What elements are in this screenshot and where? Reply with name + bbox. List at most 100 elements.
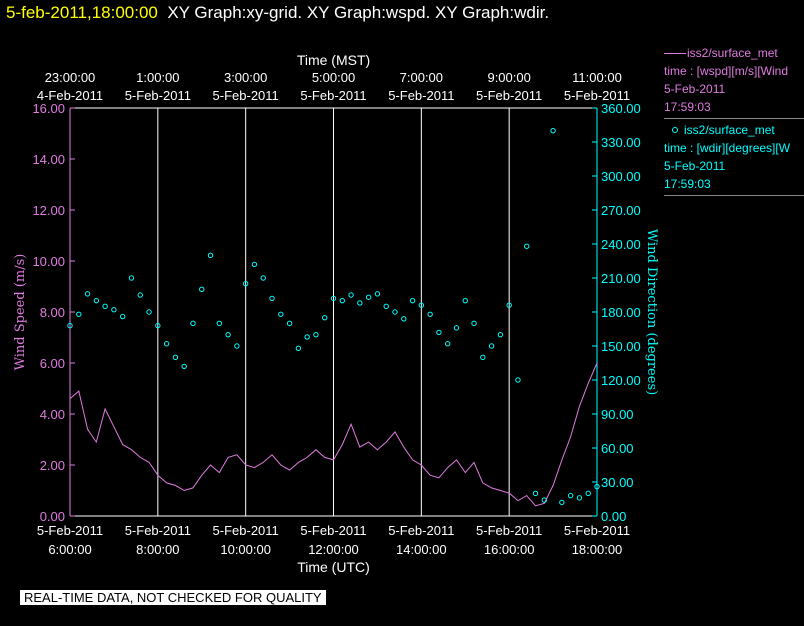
graph-names: XY Graph:xy-grid. XY Graph:wspd. XY Grap… [167,3,550,22]
wdir-point [541,497,547,503]
right-tick-label: 30.00 [601,475,634,490]
timestamp: 5-feb-2011,18:00:00 [6,3,158,22]
wdir-point [462,297,468,304]
line-swatch-icon [664,53,686,55]
wdir-point [427,311,433,317]
legend: iss2/surface_met time : [wspd][m/s][Wind… [664,44,804,198]
right-tick-label: 0.00 [601,509,626,524]
wdir-point [207,252,214,259]
wdir-point [102,303,108,310]
wdir-point [567,492,574,499]
right-tick-label: 330.00 [601,135,641,150]
bottom-tick-time: 14:00:00 [396,542,447,557]
wdir-point [357,300,363,306]
bottom-tick-date: 5-Feb-2011 [125,523,191,538]
wdir-point [322,314,328,321]
bottom-tick-date: 5-Feb-2011 [388,523,454,538]
right-axis-title: Wind Direction (degrees) [644,229,659,395]
bottom-tick-time: 10:00:00 [220,542,271,557]
legend-wdir-var: time : [wdir][degrees][W [664,141,791,155]
legend-wspd[interactable]: iss2/surface_met time : [wspd][m/s][Wind… [664,44,804,116]
bottom-tick-time: 16:00:00 [484,542,535,557]
wdir-point [278,311,284,317]
wdir-point [251,261,258,268]
wdir-point [559,499,565,506]
wdir-point [585,490,591,497]
bottom-tick-time: 12:00:00 [308,542,359,557]
top-tick-date: 5-Feb-2011 [564,88,630,103]
left-tick-label: 14.00 [32,152,65,167]
bottom-tick-date: 5-Feb-2011 [564,523,630,538]
wdir-point [392,309,398,315]
right-tick-label: 60.00 [601,441,634,456]
left-tick-label: 6.00 [40,356,65,371]
bottom-tick-time: 18:00:00 [572,542,623,557]
left-tick-label: 10.00 [32,254,65,269]
wdir-point [348,292,354,298]
left-tick-label: 16.00 [32,101,65,116]
wdir-point [365,294,372,300]
wdir-point [304,334,310,340]
wdir-point [295,345,302,351]
wdir-point [216,320,223,327]
right-tick-label: 210.00 [601,271,641,286]
wdir-point [120,313,126,320]
right-tick-label: 300.00 [601,169,641,184]
top-tick-date: 5-Feb-2011 [300,88,366,103]
wdir-point [269,295,275,302]
wdir-point [532,490,539,497]
left-tick-label: 12.00 [32,203,65,218]
wdir-point [199,286,205,293]
top-tick-time: 3:00:00 [224,70,267,85]
wdir-point [242,280,249,287]
wdir-point [418,302,425,308]
bottom-tick-date: 5-Feb-2011 [37,523,103,538]
wdir-point [480,354,486,361]
left-tick-label: 2.00 [40,458,65,473]
top-tick-time: 11:00:00 [572,70,622,85]
bottom-axis-label: Time (UTC) [297,559,370,575]
legend-wspd-time: 17:59:03 [664,100,711,114]
wdir-point [260,275,266,281]
wdir-point [67,322,73,329]
wdir-point [401,316,407,322]
wdir-point [594,483,600,490]
legend-wdir-title: iss2/surface_met [684,123,775,137]
wdir-point [436,329,442,336]
right-tick-label: 360.00 [601,101,641,116]
wdir-point [234,343,240,349]
bottom-tick-time: 6:00:00 [48,542,91,557]
bottom-tick-date: 5-Feb-2011 [300,523,366,538]
wdir-point [225,331,231,338]
bottom-tick-date: 5-Feb-2011 [476,523,542,538]
wdir-point [444,341,451,347]
top-tick-time: 1:00:00 [136,70,179,85]
bottom-tick-time: 8:00:00 [136,542,179,557]
legend-wspd-date: 5-Feb-2011 [664,82,726,96]
wdir-point [339,297,345,304]
wdir-point [488,343,495,349]
header: 5-feb-2011,18:00:00 XY Graph:xy-grid. XY… [6,3,549,23]
left-tick-label: 4.00 [40,407,65,422]
top-tick-date: 5-Feb-2011 [388,88,454,103]
legend-wdir-date: 5-Feb-2011 [664,159,726,173]
left-axis-title: Wind Speed (m/s) [13,254,28,371]
wdir-point [313,331,319,338]
wdir-point [190,320,196,327]
right-tick-label: 180.00 [601,305,641,320]
legend-divider [664,195,804,196]
wdir-point [506,302,512,308]
wdir-point [515,377,521,383]
bottom-tick-date: 5-Feb-2011 [213,523,279,538]
right-tick-label: 90.00 [601,407,634,422]
top-tick-date: 5-Feb-2011 [476,88,542,103]
legend-wdir[interactable]: iss2/surface_met time : [wdir][degrees][… [664,121,804,193]
left-tick-label: 0.00 [40,509,65,524]
right-tick-label: 120.00 [601,373,641,388]
wdir-point [93,297,100,304]
wdir-point [146,309,152,315]
wdir-point [497,331,504,338]
top-tick-date: 5-Feb-2011 [213,88,279,103]
top-tick-date: 5-Feb-2011 [125,88,191,103]
wdir-point [374,291,381,297]
